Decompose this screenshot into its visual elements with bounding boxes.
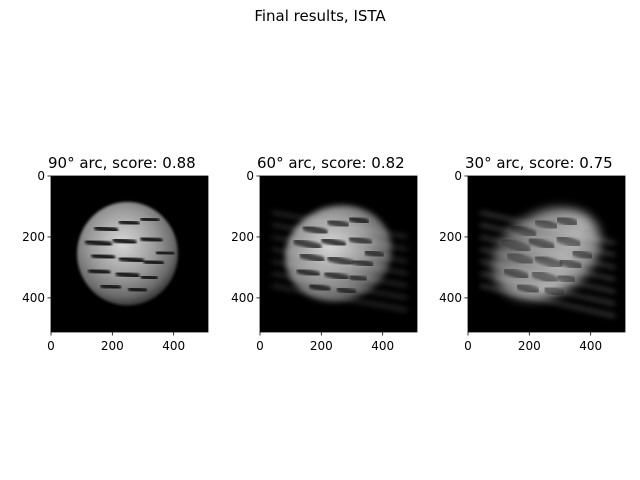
- reconstruction-image: [271, 205, 408, 312]
- texture-stripe: [302, 224, 328, 236]
- y-tick-label: 400: [231, 291, 254, 305]
- panel-title: 30° arc, score: 0.75: [465, 154, 613, 172]
- texture-stripe: [509, 223, 537, 239]
- texture-stripe: [320, 236, 347, 249]
- texture-stripe: [534, 217, 559, 232]
- texture-stripe: [93, 224, 119, 234]
- texture-stripe: [112, 236, 137, 246]
- panel-1: 0 200 400 0 200 400 90° arc, score: 0.88: [22, 154, 209, 353]
- x-tick-label: 0: [256, 339, 264, 353]
- streak-artifact: [271, 235, 408, 263]
- x-tick-label: 400: [371, 339, 394, 353]
- texture-stripe: [127, 285, 148, 294]
- texture-stripe: [555, 233, 582, 250]
- reconstruction-image: [479, 208, 616, 318]
- y-tick-label: 200: [231, 230, 254, 244]
- texture-stripe: [570, 247, 594, 262]
- texture-stripe: [503, 265, 530, 282]
- streak-artifact: [479, 223, 616, 257]
- panel-title: 60° arc, score: 0.82: [257, 154, 405, 172]
- texture-stripe: [515, 281, 540, 296]
- x-tick-label: 0: [464, 339, 472, 353]
- texture-stripe: [143, 258, 165, 267]
- streak-artifact: [479, 272, 616, 306]
- streak-artifact: [479, 235, 616, 269]
- y-tick-label: 200: [22, 230, 45, 244]
- x-tick-label: 200: [518, 339, 541, 353]
- x-tick-label: 0: [47, 339, 55, 353]
- texture-stripe: [118, 218, 140, 227]
- streak-artifact: [271, 247, 408, 275]
- x-tick-label: 200: [101, 339, 124, 353]
- texture-stripe: [323, 270, 350, 282]
- y-tick-label: 0: [246, 169, 254, 183]
- y-tick-label: 200: [439, 230, 462, 244]
- streak-artifact: [271, 284, 408, 312]
- y-tick-label: 400: [439, 291, 462, 305]
- reconstruction-image: [77, 201, 178, 306]
- texture-stripe: [84, 238, 113, 248]
- axes-frame: [50, 175, 209, 333]
- texture-stripe: [534, 253, 563, 270]
- texture-stripe: [118, 255, 145, 265]
- texture-stripe: [527, 235, 556, 252]
- axes-frame: [467, 175, 626, 333]
- streak-artifact: [479, 284, 616, 318]
- axes-frame: [259, 175, 418, 333]
- streak-artifact: [271, 259, 408, 288]
- streak-artifact: [271, 223, 408, 251]
- texture-stripe: [336, 285, 358, 296]
- texture-stripe: [351, 257, 374, 269]
- streak-artifact: [479, 211, 616, 245]
- texture-stripe: [115, 270, 140, 280]
- texture-stripe: [155, 249, 176, 258]
- texture-stripe: [87, 267, 111, 276]
- texture-stripe: [139, 235, 163, 244]
- streak-artifact: [271, 211, 408, 239]
- streak-artifact: [479, 247, 616, 282]
- texture-stripe: [348, 215, 370, 226]
- texture-stripe: [90, 252, 116, 261]
- y-tick-label: 0: [454, 169, 462, 183]
- panel-3: 0 200 400 0 200 400 30° arc, score: 0.75: [439, 154, 626, 353]
- y-tick-label: 0: [37, 169, 45, 183]
- texture-stripe: [100, 282, 122, 291]
- x-tick-label: 200: [310, 339, 333, 353]
- texture-stripe: [139, 215, 160, 224]
- panel-2: 0 200 400 0 200 400 60° arc, score: 0.82: [231, 154, 418, 353]
- streak-artifact: [271, 272, 408, 300]
- texture-stripe: [296, 266, 321, 279]
- texture-stripe: [555, 214, 579, 229]
- x-tick-label: 400: [579, 339, 602, 353]
- texture-stripe: [139, 273, 159, 282]
- panel-title: 90° arc, score: 0.88: [48, 154, 196, 172]
- streak-artifact: [479, 259, 616, 294]
- figure-title: Final results, ISTA: [254, 7, 386, 25]
- x-tick-label: 400: [162, 339, 185, 353]
- texture-stripe: [558, 256, 583, 272]
- y-tick-label: 400: [22, 291, 45, 305]
- texture-stripe: [308, 282, 331, 293]
